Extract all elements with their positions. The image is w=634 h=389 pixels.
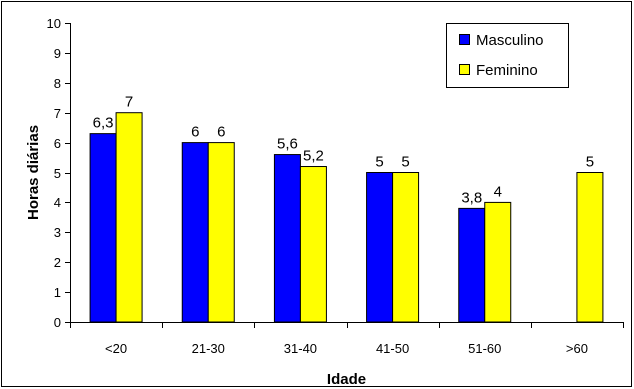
y-tick-label: 9 xyxy=(54,46,61,61)
legend-label-masculino: Masculino xyxy=(476,32,544,49)
x-tick-label: <20 xyxy=(105,341,127,356)
legend-swatch-masculino xyxy=(459,34,470,45)
y-tick-label: 7 xyxy=(54,106,61,121)
legend-swatch-feminino xyxy=(459,64,470,75)
data-label: 5 xyxy=(401,154,409,171)
bar-feminino xyxy=(207,142,235,323)
data-label: 4 xyxy=(494,183,502,200)
data-label: 5 xyxy=(375,154,383,171)
legend-label-feminino: Feminino xyxy=(476,62,538,79)
x-tick-label: 51-60 xyxy=(468,341,501,356)
data-label: 3,8 xyxy=(461,189,482,206)
y-tick-label: 10 xyxy=(47,16,61,31)
bar-feminino xyxy=(115,112,143,323)
x-tick-label: 41-50 xyxy=(376,341,409,356)
y-tick-label: 1 xyxy=(54,285,61,300)
y-tick-label: 2 xyxy=(54,255,61,270)
bars-layer xyxy=(89,112,604,323)
data-label: 7 xyxy=(125,94,133,111)
y-tick-label: 5 xyxy=(54,166,61,181)
bar-masculino xyxy=(366,172,394,323)
bar-masculino xyxy=(458,207,486,323)
x-axis-title: Idade xyxy=(327,371,366,388)
y-tick-label: 4 xyxy=(54,195,61,210)
data-label: 5 xyxy=(586,154,594,171)
data-label: 5,2 xyxy=(303,148,324,165)
bar-masculino xyxy=(89,133,117,323)
bar-feminino xyxy=(392,172,420,323)
bar-feminino xyxy=(576,172,604,323)
legend: Masculino Feminino xyxy=(446,23,569,88)
x-tick-label: 31-40 xyxy=(284,341,317,356)
y-tick-label: 3 xyxy=(54,225,61,240)
x-tick-label: 21-30 xyxy=(192,341,225,356)
data-label: 5,6 xyxy=(277,136,298,153)
ticks-layer: 0 1 2 3 4 5 6 7 8 9 10 <20 21-30 31-40 41-50 51-60 >60 xyxy=(47,16,624,356)
x-tick-label: >60 xyxy=(566,341,588,356)
y-tick-label: 0 xyxy=(54,315,61,330)
y-tick-label: 8 xyxy=(54,76,61,91)
data-label: 6,3 xyxy=(93,115,114,132)
y-tick-label: 6 xyxy=(54,136,61,151)
bar-masculino xyxy=(273,154,301,323)
bar-masculino xyxy=(181,142,209,323)
data-labels-layer: 6,3 7 6 6 5,6 5,2 5 5 3,8 4 5 xyxy=(93,94,594,207)
data-label: 6 xyxy=(217,124,225,141)
bar-feminino xyxy=(484,201,512,323)
bar-feminino xyxy=(299,166,327,323)
data-label: 6 xyxy=(191,124,199,141)
y-axis-title: Horas diárias xyxy=(25,125,42,220)
